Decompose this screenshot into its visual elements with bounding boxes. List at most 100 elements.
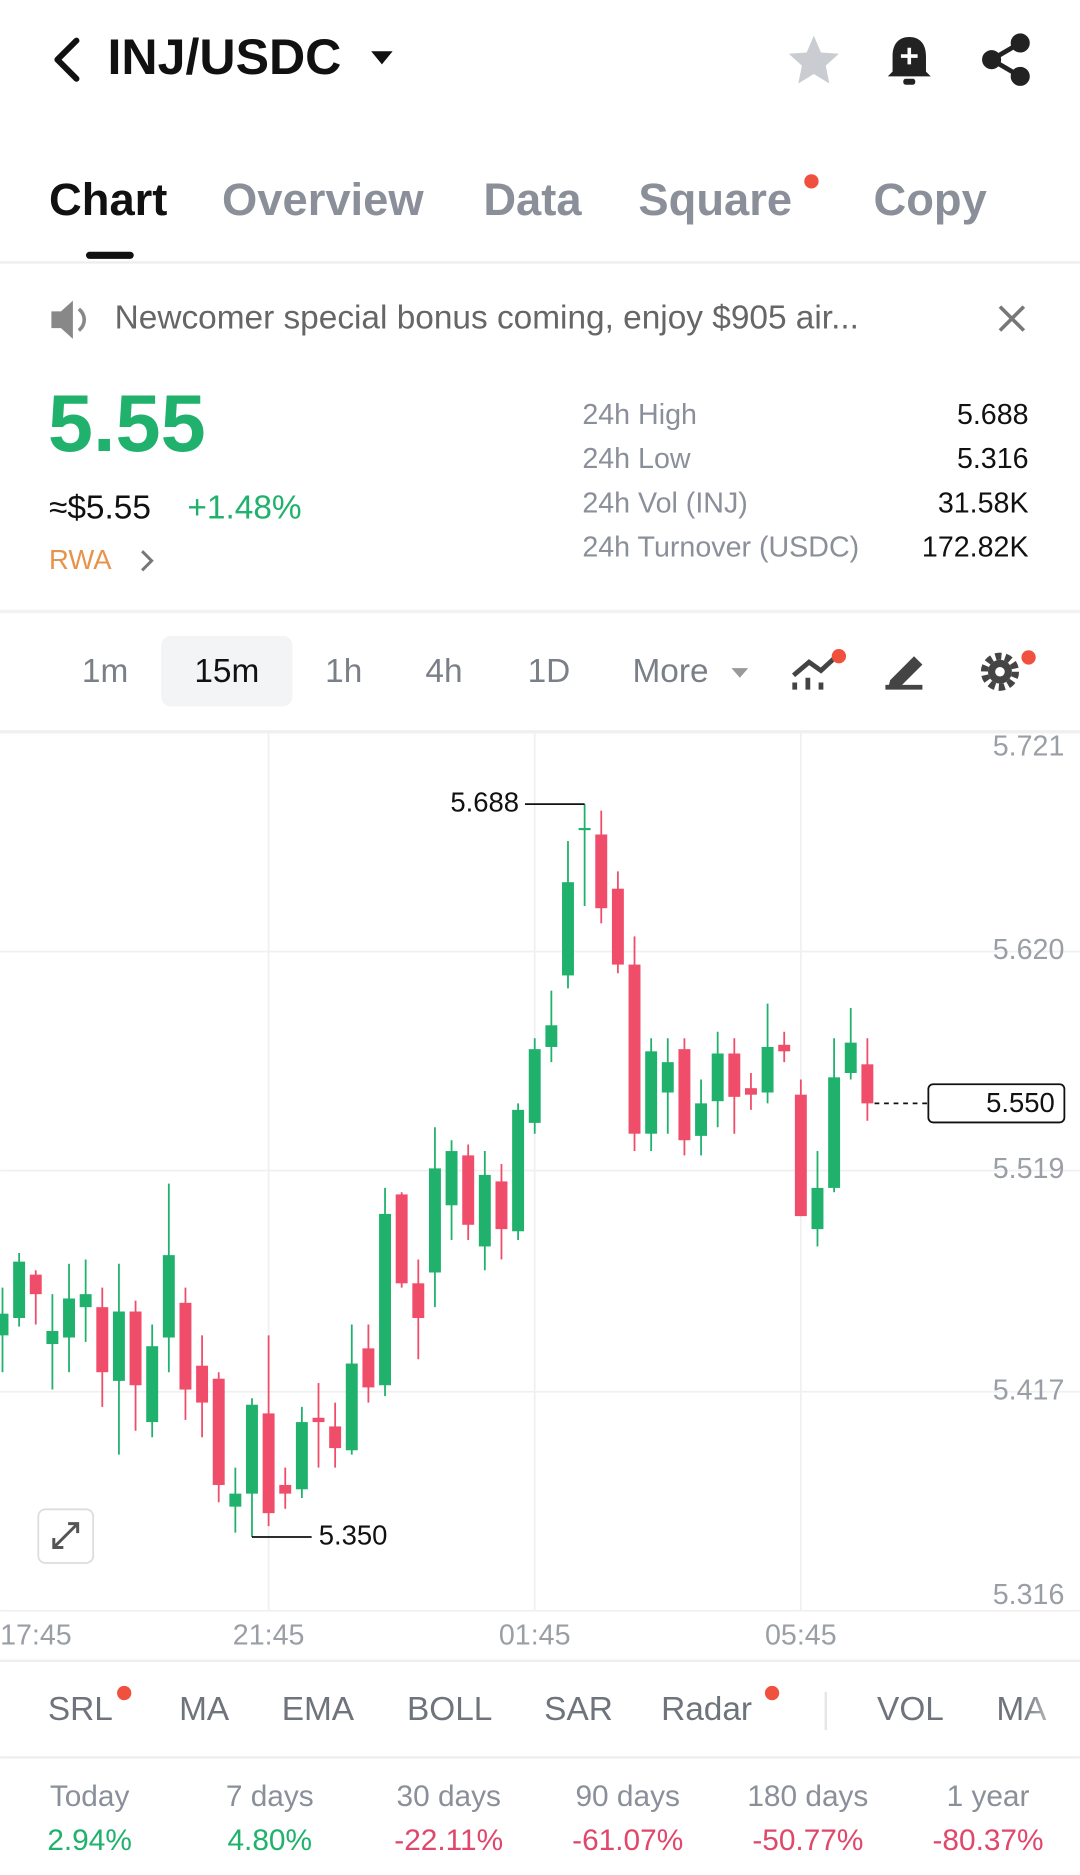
settings-icon[interactable] <box>980 652 1020 691</box>
close-banner[interactable] <box>998 305 1026 332</box>
notification-dot <box>804 174 819 189</box>
tab[interactable]: Overview <box>222 174 424 225</box>
indicator-tab[interactable]: EMA <box>282 1691 355 1728</box>
candle-body <box>46 1331 59 1345</box>
indicator-tab[interactable]: MA <box>179 1691 230 1728</box>
timeframe[interactable]: More <box>632 653 708 690</box>
period-change: -22.11% <box>394 1824 503 1857</box>
high-marker-label: 5.688 <box>450 786 519 817</box>
fade <box>1020 1682 1080 1742</box>
stat-value: 31.58K <box>938 487 1029 519</box>
timeframe[interactable]: 4h <box>425 653 462 690</box>
last-price-label: 5.550 <box>986 1087 1055 1118</box>
tab[interactable]: Square <box>638 174 792 225</box>
draw-icon[interactable] <box>885 656 923 690</box>
pair-dropdown[interactable] <box>371 51 393 65</box>
period-change: -50.77% <box>752 1824 863 1857</box>
candle-body <box>711 1053 724 1102</box>
usd-price: ≈$5.55 <box>49 489 151 526</box>
candle-body <box>861 1064 874 1104</box>
timeframe[interactable]: 15m <box>194 653 259 690</box>
period-label: 7 days <box>226 1780 314 1813</box>
stat-value: 5.688 <box>957 399 1029 431</box>
notification-dot <box>764 1685 780 1701</box>
price-change: +1.48% <box>187 489 301 526</box>
period-label: 90 days <box>575 1780 679 1813</box>
candle-body <box>828 1077 841 1188</box>
candle-body <box>96 1307 109 1373</box>
tag[interactable]: RWA <box>49 544 112 575</box>
candle-body <box>179 1302 192 1390</box>
timeframe[interactable]: 1D <box>528 653 571 690</box>
indicator-icon[interactable] <box>791 654 839 690</box>
candle-body <box>661 1062 674 1093</box>
timeframe[interactable]: 1h <box>325 653 362 690</box>
x-tick-label: 01:45 <box>499 1620 571 1652</box>
stat-value: 5.316 <box>957 443 1029 475</box>
candle-body <box>445 1151 458 1206</box>
period-change: -61.07% <box>572 1824 683 1857</box>
favorite-star[interactable] <box>788 35 839 84</box>
candle-body <box>246 1404 258 1494</box>
stat-value: 172.82K <box>922 531 1029 563</box>
x-tick-label: 17:45 <box>0 1620 72 1652</box>
candle-body <box>562 882 574 976</box>
candle-body <box>329 1426 342 1449</box>
candle-body <box>794 1094 807 1217</box>
candle-body <box>112 1311 125 1381</box>
candle-body <box>129 1311 142 1386</box>
y-tick-label: 5.620 <box>993 934 1065 966</box>
indicator-tab[interactable]: SRL <box>48 1691 113 1728</box>
candle-body <box>545 1025 558 1047</box>
pair-title[interactable]: INJ/USDC <box>107 29 341 85</box>
x-tick-label: 05:45 <box>765 1620 837 1652</box>
candle-body <box>146 1346 159 1423</box>
candle-body <box>412 1283 425 1319</box>
candle-body <box>13 1261 26 1319</box>
candle-body <box>29 1274 42 1295</box>
stat-label: 24h Vol (INJ) <box>582 487 747 519</box>
y-tick-label: 5.316 <box>993 1579 1065 1611</box>
indicator-tab[interactable]: Radar <box>661 1691 752 1728</box>
candle-body <box>528 1049 541 1123</box>
indicator-tab[interactable]: BOLL <box>407 1691 492 1728</box>
candle-body <box>645 1051 658 1134</box>
candle-body <box>744 1088 757 1095</box>
period-label: Today <box>50 1780 130 1813</box>
candle-body <box>379 1213 392 1386</box>
candle-body <box>196 1365 209 1403</box>
candle-body <box>295 1422 308 1490</box>
divider <box>0 609 1080 614</box>
tag-chevron[interactable] <box>141 550 154 572</box>
share-button[interactable] <box>982 33 1030 86</box>
expand-button[interactable] <box>37 1508 95 1564</box>
indicator-tab[interactable]: VOL <box>877 1691 944 1728</box>
tab[interactable]: Copy <box>873 174 986 225</box>
candle-body <box>312 1417 325 1423</box>
y-tick-label: 5.519 <box>993 1153 1065 1185</box>
last-price-box <box>927 1083 1066 1124</box>
period-change: -80.37% <box>932 1824 1043 1857</box>
stat-label: 24h Turnover (USDC) <box>582 531 859 563</box>
tab[interactable]: Chart <box>49 174 167 225</box>
timeframe[interactable]: 1m <box>82 653 128 690</box>
low-marker-label: 5.350 <box>319 1519 388 1550</box>
candle-body <box>279 1484 292 1494</box>
tab-indicator <box>86 251 134 259</box>
announcement[interactable]: Newcomer special bonus coming, enjoy $90… <box>115 300 859 337</box>
candle-body <box>79 1294 92 1308</box>
candle-body <box>811 1187 824 1230</box>
tab[interactable]: Data <box>483 174 582 225</box>
candle-body <box>578 827 591 831</box>
more-dropdown[interactable] <box>731 668 749 678</box>
y-tick-label: 5.721 <box>993 731 1065 763</box>
period-label: 1 year <box>947 1780 1030 1813</box>
indicator-tab[interactable]: SAR <box>544 1691 613 1728</box>
candlestick-chart: 5.721 5.620 5.519 5.417 5.316 17:45 21:45 01:45… <box>0 731 1080 1652</box>
candle-body <box>844 1042 857 1073</box>
alert-bell[interactable] <box>887 36 931 85</box>
back-button[interactable] <box>54 37 80 82</box>
candle-body <box>362 1348 375 1388</box>
